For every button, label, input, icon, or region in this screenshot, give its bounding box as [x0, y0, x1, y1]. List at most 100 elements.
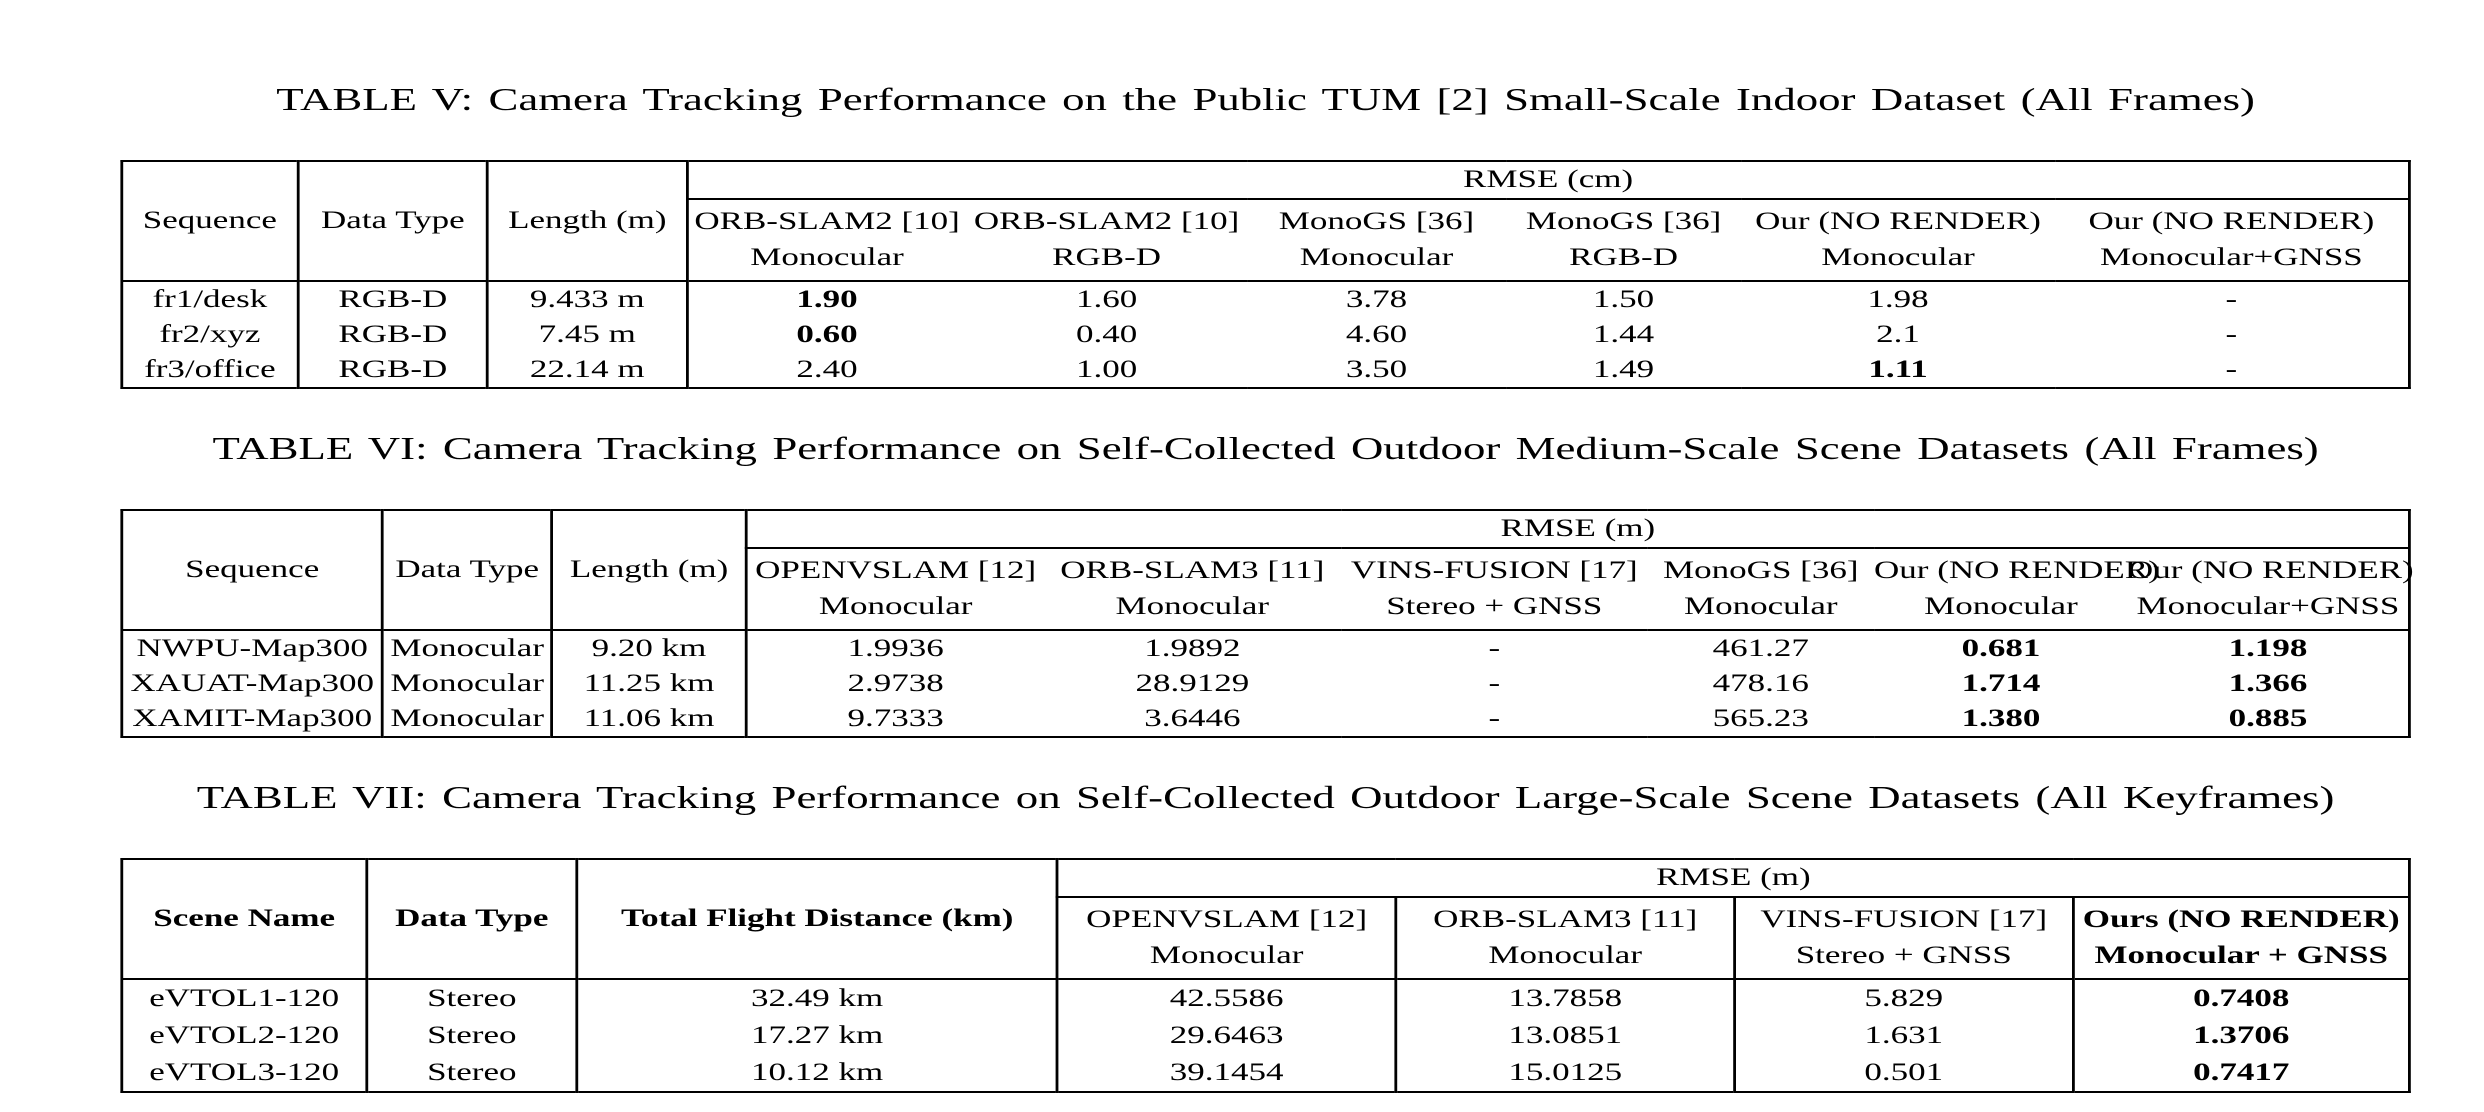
table-cell: 1.631: [1733, 1017, 2074, 1054]
table-cell: 10.12 km: [575, 1054, 1058, 1092]
method-modality: Stereo + GNSS: [1386, 593, 1603, 620]
table-cell: 4.60: [1345, 320, 1408, 348]
table-row: fr3/office RGB-D 22.14 m 2.40 1.00 3.50 1.49 1.…: [122, 352, 2410, 388]
table-cell: Stereo: [365, 1054, 577, 1092]
column-header: Data Type: [365, 859, 577, 980]
method-header: Our (NO RENDER) Monocular+GNSS: [2054, 199, 2410, 282]
table-cell: XAMIT-Map300: [132, 704, 373, 732]
header-row-methods: OPENVSLAM [12] Monocular ORB-SLAM3 [11] Mon…: [122, 897, 2410, 980]
table-v-caption: TABLE V: Camera Tracking Performance on …: [276, 81, 2255, 117]
table-cell: 2.40: [685, 352, 966, 388]
column-header: Length (m): [486, 161, 687, 282]
method-modality: Monocular+GNSS: [2136, 593, 2400, 620]
table-cell: 11.06 km: [550, 701, 747, 737]
table-body: fr1/desk RGB-D 9.433 m 1.90 1.60 3.78 1.50 1.98…: [122, 281, 2410, 388]
column-header: Total Flight Distance (km): [575, 859, 1058, 980]
method-modality: Monocular: [1821, 244, 1975, 271]
table-header: Sequence Data Type Length (m) RMSE (m) OPENV…: [121, 510, 2414, 631]
table-cell: 1.366: [2228, 669, 2308, 697]
table-cell: 1.198: [2228, 634, 2308, 662]
method-modality: Monocular: [1924, 593, 2078, 620]
table-cell: 9.7333: [744, 701, 1044, 737]
header-row-methods: ORB-SLAM2 [10] Monocular ORB-SLAM2 [10] RGB…: [122, 199, 2410, 282]
table-cell: 28.9129: [1135, 669, 1250, 697]
table-cell: 3.6446: [1144, 704, 1241, 732]
table-cell: Stereo: [365, 1017, 577, 1054]
table-cell: 0.40: [1075, 320, 1138, 348]
table-cell: -: [2225, 320, 2238, 348]
header-row-top: Sequence Data Type Length (m) RMSE (m): [121, 510, 2410, 631]
table-cell: 5.829: [1733, 979, 2074, 1017]
table-cell: 1.98: [1867, 285, 1929, 313]
table-cell: 3.78: [1345, 285, 1408, 313]
table-cell: Monocular: [381, 666, 552, 701]
method-name: Our (NO RENDER): [1874, 557, 2160, 584]
table-cell: Monocular: [381, 701, 552, 737]
method-header: VINS-FUSION [17] Stereo + GNSS: [1341, 548, 1648, 631]
method-modality: Monocular + GNSS: [2094, 942, 2388, 969]
method-modality: Monocular: [1683, 593, 1838, 620]
table-vi-section: TABLE VI: Camera Tracking Performance on…: [120, 427, 2414, 738]
table-cell: 1.49: [1592, 355, 1655, 383]
method-modality: Monocular: [750, 244, 904, 271]
table-cell: RGB-D: [296, 317, 488, 352]
table-cell: 29.6463: [1055, 1017, 1396, 1054]
column-header: Length (m): [550, 510, 747, 631]
table-cell: 0.501: [1733, 1054, 2074, 1092]
column-header: Data Type: [381, 510, 552, 631]
method-name: MonoGS [36]: [1278, 208, 1475, 235]
table-cell: 478.16: [1712, 669, 1809, 697]
method-modality: Monocular+GNSS: [2099, 244, 2363, 271]
method-name: OPENVSLAM [12]: [1086, 906, 1368, 933]
method-modality: Monocular: [1149, 942, 1304, 969]
method-name: VINS-FUSION [17]: [1760, 906, 2048, 933]
method-header: Our (NO RENDER) Monocular+GNSS: [2127, 548, 2414, 631]
table-cell: 9.433 m: [486, 281, 687, 317]
table-vi-caption: TABLE VI: Camera Tracking Performance on…: [212, 430, 2319, 466]
method-name: Our (NO RENDER): [1755, 208, 2041, 235]
table-cell: 11.25 km: [550, 666, 747, 701]
table-row: XAUAT-Map300 Monocular 11.25 km 2.9738 28.91…: [122, 666, 2410, 701]
table-cell: 22.14 m: [486, 352, 687, 388]
table-row: XAMIT-Map300 Monocular 11.06 km 9.7333 3.644…: [122, 701, 2410, 737]
table-cell: 3.50: [1345, 355, 1408, 383]
table-cell: 7.45 m: [486, 317, 687, 352]
table-cell: 42.5586: [1055, 979, 1396, 1017]
method-modality: Monocular: [1115, 593, 1270, 620]
table-cell: 1.44: [1592, 320, 1655, 348]
table-cell: 1.9892: [1144, 634, 1241, 662]
table-row: eVTOL1-120 Stereo 32.49 km 42.5586 13.7858 5.…: [122, 979, 2410, 1017]
table-header: Scene Name Data Type Total Flight Distance…: [121, 859, 2410, 980]
method-name: Ours (NO RENDER): [2082, 906, 2400, 933]
table-cell: Stereo: [365, 979, 577, 1017]
table-cell: eVTOL2-120: [149, 1021, 340, 1049]
method-name: VINS-FUSION [17]: [1350, 557, 1638, 584]
table-cell: 1.00: [1075, 355, 1138, 383]
method-name: ORB-SLAM2 [10]: [694, 208, 960, 235]
table-cell: 1.50: [1592, 285, 1655, 313]
table-cell: 1.60: [1075, 285, 1138, 313]
table-cell: 15.0125: [1394, 1054, 1735, 1092]
table-cell: 17.27 km: [575, 1017, 1058, 1054]
method-header: ORB-SLAM3 [11] Monocular: [1394, 897, 1735, 980]
method-name: Our (NO RENDER): [2127, 557, 2414, 584]
table-cell: 13.7858: [1394, 979, 1735, 1017]
table-cell: 13.0851: [1394, 1017, 1735, 1054]
method-header: Our (NO RENDER) Monocular: [1874, 548, 2160, 631]
method-modality: Monocular: [818, 593, 973, 620]
method-header: VINS-FUSION [17] Stereo + GNSS: [1733, 897, 2074, 980]
table-cell: 1.90: [685, 281, 966, 317]
header-row-top: Scene Name Data Type Total Flight Distance…: [121, 859, 2410, 980]
header-row-top: Sequence Data Type Length (m) RMSE (cm): [121, 161, 2410, 282]
column-header: Sequence: [121, 510, 383, 631]
table-cell: RGB-D: [296, 281, 488, 317]
method-modality: Monocular: [1488, 942, 1643, 969]
table-cell: fr3/office: [144, 355, 276, 383]
table-cell: 0.681: [1961, 634, 2041, 662]
column-header: Scene Name: [121, 859, 367, 980]
table-vii-caption: TABLE VII: Camera Tracking Performance o…: [196, 779, 2335, 815]
table-cell: fr2/xyz: [159, 320, 261, 348]
method-modality: RGB-D: [1569, 244, 1679, 271]
method-name: OPENVSLAM [12]: [755, 557, 1037, 584]
